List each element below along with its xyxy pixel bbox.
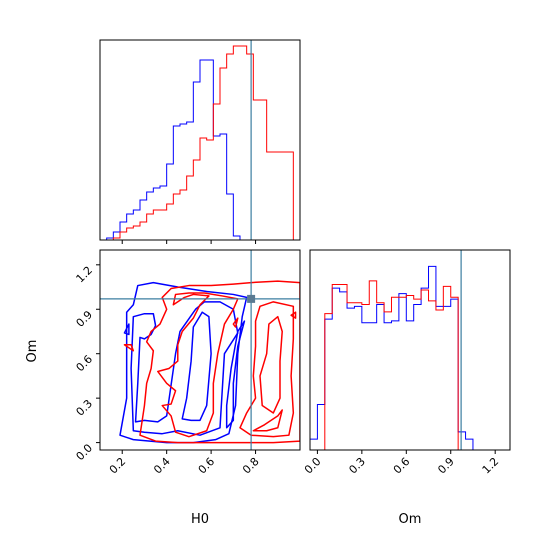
truth-point-marker — [247, 294, 256, 303]
contour-red-level-1 — [157, 292, 239, 438]
contour-blue-level-2 — [181, 311, 212, 422]
contour-red-level-0 — [139, 280, 300, 444]
contour-red-series — [123, 280, 300, 444]
om-y-axis-label: Om — [25, 340, 40, 363]
om-histogram-panel: 0.0 0.3 0.6 0.9 1.2 Om — [302, 249, 511, 527]
h0-tick-label: 0.2 — [107, 455, 129, 477]
contour-blue-level-1 — [130, 301, 239, 436]
contour-red-level-6 — [123, 344, 135, 352]
om-x-tick-label: 0.3 — [346, 455, 368, 477]
contour-blue-level-3 — [225, 320, 246, 429]
om-histogram-red-series — [310, 280, 481, 451]
h0-histogram-red-series — [100, 45, 300, 241]
om-histogram-frame — [309, 249, 511, 451]
om-x-tick-label: 0.6 — [391, 455, 413, 477]
h0-histogram-frame — [99, 39, 301, 241]
om-y-tick-label: 0.3 — [74, 397, 96, 419]
h0-om-contour-panel: 0.2 0.4 0.6 0.8 0.0 0.3 0.6 0.9 1.2 H0 Om — [25, 249, 301, 527]
om-histogram-blue-series — [309, 265, 481, 451]
h0-axis-label: H0 — [191, 512, 209, 527]
om-axis-label: Om — [399, 512, 422, 527]
contour-y-ticks: 0.0 0.3 0.6 0.9 1.2 — [74, 264, 100, 463]
om-y-tick-label: 1.2 — [74, 264, 96, 286]
h0-histogram-red-bars — [100, 45, 300, 241]
contour-blue-series — [119, 281, 248, 444]
h0-histogram-panel — [99, 39, 301, 244]
contour-red-level-5 — [232, 317, 239, 328]
contour-frame — [99, 249, 301, 451]
om-y-tick-label: 0.0 — [74, 442, 96, 464]
contour-x-ticks: 0.2 0.4 0.6 0.8 — [107, 450, 262, 476]
om-histogram-blue-bars — [309, 265, 481, 451]
om-x-tick-label: 1.2 — [480, 455, 502, 477]
h0-tick-label: 0.4 — [151, 455, 173, 477]
h0-histogram-ticks — [121, 240, 257, 244]
contour-red-level-7 — [290, 311, 297, 319]
om-y-tick-label: 0.6 — [74, 353, 96, 375]
om-x-tick-label: 0.0 — [302, 455, 324, 477]
contour-red-level-4 — [252, 409, 283, 432]
contour-red-level-3 — [259, 315, 283, 414]
h0-tick-label: 0.8 — [240, 455, 262, 477]
contour-red-level-2 — [239, 301, 295, 438]
om-histogram-ticks: 0.0 0.3 0.6 0.9 1.2 — [302, 450, 501, 476]
contour-blue-level-4 — [123, 323, 130, 336]
h0-tick-label: 0.6 — [196, 455, 218, 477]
om-histogram-red-bars — [310, 280, 481, 451]
om-y-tick-label: 0.9 — [74, 308, 96, 330]
om-x-tick-label: 0.9 — [435, 455, 457, 477]
